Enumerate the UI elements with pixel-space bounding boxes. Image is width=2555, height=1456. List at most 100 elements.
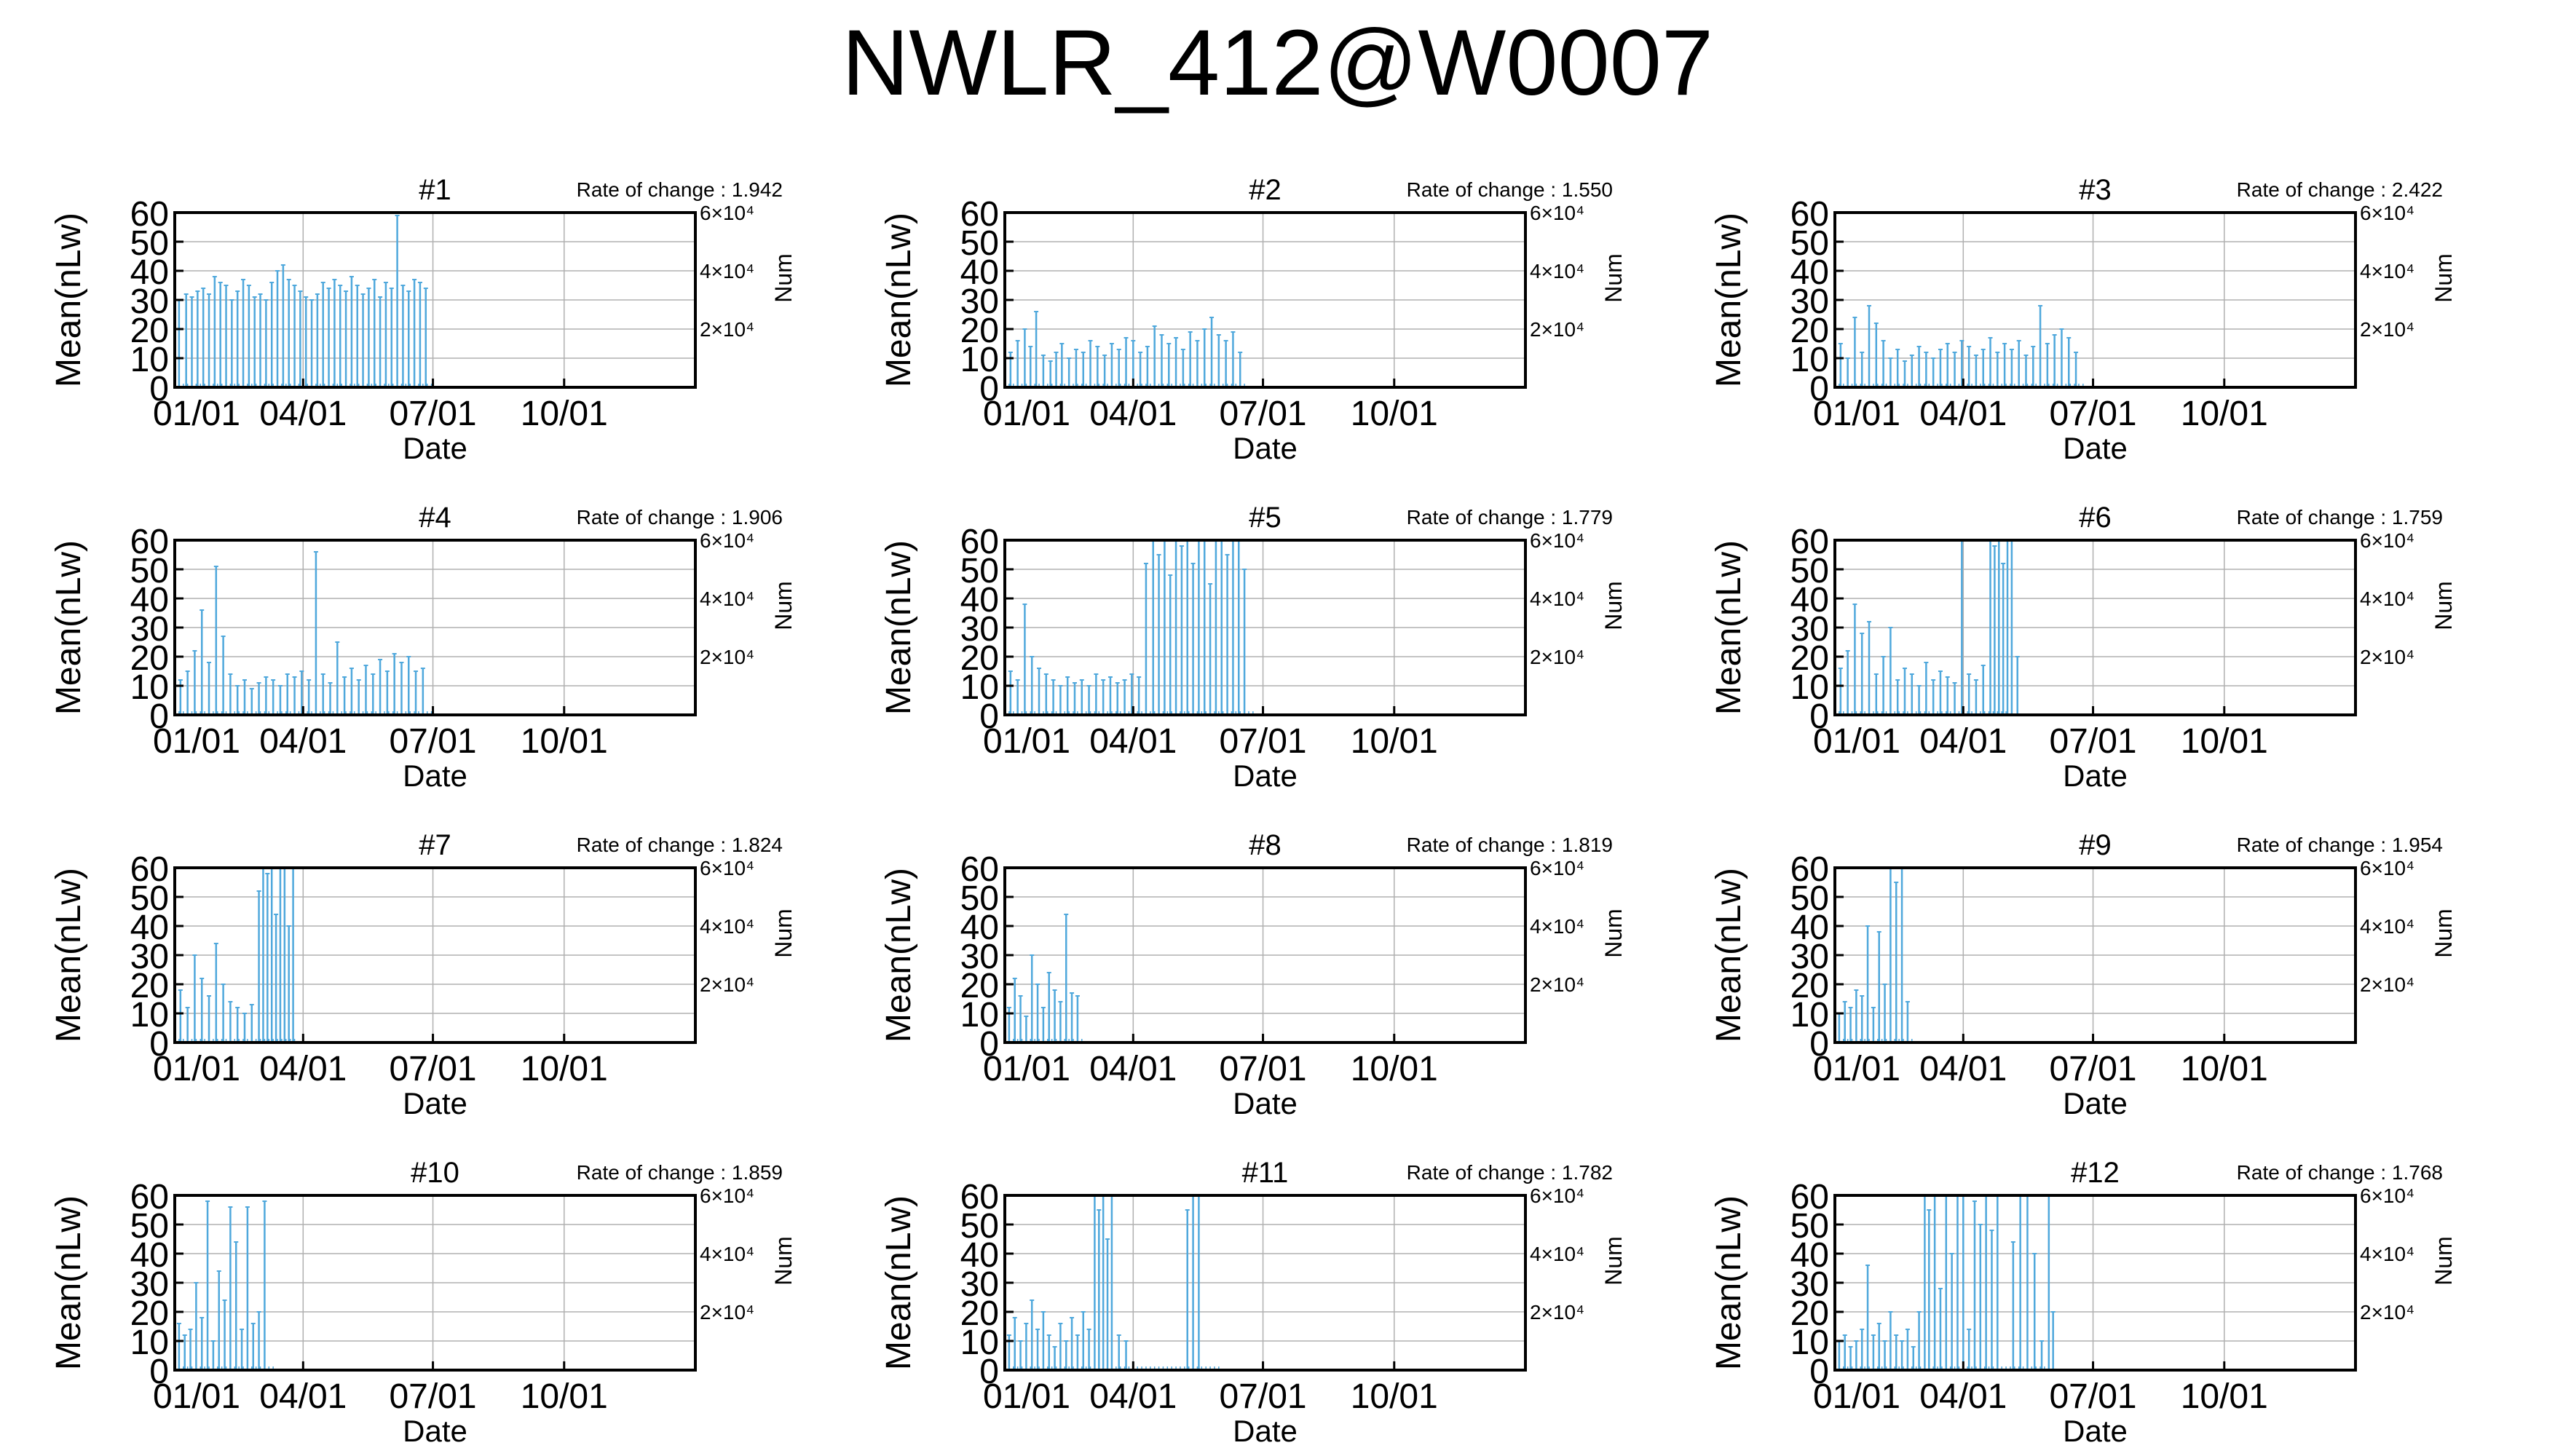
y-tick-label: 30 (1790, 610, 1829, 649)
x-tick-label: 04/01 (259, 722, 347, 761)
y-tick-label: 50 (130, 552, 169, 590)
y-axis-label: Mean(nLw) (880, 540, 918, 715)
y2-tick-label: 2×10⁴ (1530, 646, 1584, 668)
x-axis-label: Date (1233, 1414, 1298, 1448)
y2-axis-label: Num (2430, 909, 2457, 958)
y2-tick-label: 4×10⁴ (1530, 260, 1584, 282)
y-tick-label: 30 (1790, 1265, 1829, 1304)
x-tick-label: 01/01 (1813, 1050, 1900, 1088)
y2-axis-label: Num (1600, 253, 1627, 303)
subplot-title: #10 (411, 1157, 459, 1189)
x-tick-label: 10/01 (2181, 722, 2268, 761)
y2-tick-label: 4×10⁴ (2360, 1243, 2414, 1265)
y2-tick-label: 6×10⁴ (1530, 857, 1584, 879)
subplot-title: #12 (2071, 1157, 2120, 1189)
y-tick-label: 40 (1790, 581, 1829, 620)
y2-axis-label: Num (2430, 253, 2457, 303)
y-tick-label: 60 (1790, 523, 1829, 561)
y2-tick-label: 4×10⁴ (700, 915, 754, 938)
y2-axis-label: Num (1600, 1236, 1627, 1286)
y-tick-label: 30 (960, 610, 999, 649)
y2-tick-label: 4×10⁴ (2360, 260, 2414, 282)
y-tick-label: 0 (149, 370, 169, 408)
y2-axis-label: Num (770, 581, 797, 630)
y-tick-label: 60 (130, 850, 169, 889)
y-tick-label: 40 (130, 1236, 169, 1275)
y2-tick-label: 6×10⁴ (700, 202, 754, 224)
x-axis-label: Date (403, 1414, 467, 1448)
y-tick-label: 0 (1809, 370, 1829, 408)
y-tick-label: 30 (130, 282, 169, 321)
y-tick-label: 30 (1790, 282, 1829, 321)
x-tick-label: 07/01 (1219, 1050, 1306, 1088)
y-tick-label: 30 (130, 1265, 169, 1304)
y-tick-label: 30 (960, 282, 999, 321)
y-axis-label: Mean(nLw) (1710, 868, 1748, 1042)
x-tick-label: 07/01 (2049, 1050, 2136, 1088)
y-tick-label: 40 (130, 253, 169, 292)
x-tick-label: 01/01 (1813, 1377, 1900, 1416)
x-tick-label: 10/01 (1351, 722, 1438, 761)
y2-tick-label: 6×10⁴ (1530, 202, 1584, 224)
x-axis-label: Date (1233, 431, 1298, 465)
y-tick-label: 60 (1790, 1178, 1829, 1216)
y-tick-label: 30 (960, 938, 999, 976)
y2-tick-label: 6×10⁴ (2360, 202, 2414, 224)
y-tick-label: 0 (979, 1353, 999, 1391)
y-tick-label: 20 (130, 1294, 169, 1333)
y2-axis-label: Num (1600, 909, 1627, 958)
x-tick-label: 07/01 (389, 1377, 476, 1416)
y2-axis-label: Num (770, 909, 797, 958)
y-tick-label: 20 (130, 312, 169, 350)
y2-tick-label: 4×10⁴ (1530, 587, 1584, 610)
y-tick-label: 60 (130, 195, 169, 234)
y-tick-label: 20 (1790, 312, 1829, 350)
y-tick-label: 40 (960, 253, 999, 292)
y-tick-label: 10 (1790, 668, 1829, 707)
y-axis-label: Mean(nLw) (50, 868, 88, 1042)
y-tick-label: 50 (1790, 224, 1829, 263)
y2-axis-label: Num (2430, 1236, 2457, 1286)
x-tick-label: 04/01 (1089, 1377, 1177, 1416)
y2-tick-label: 2×10⁴ (1530, 973, 1584, 996)
x-axis-label: Date (403, 1086, 467, 1120)
rate-of-change-label: Rate of change : 1.759 (2237, 506, 2443, 529)
y-tick-label: 60 (130, 523, 169, 561)
y-tick-label: 20 (130, 639, 169, 678)
y-tick-label: 60 (1790, 195, 1829, 234)
y2-tick-label: 4×10⁴ (700, 260, 754, 282)
x-axis-label: Date (403, 431, 467, 465)
y2-tick-label: 6×10⁴ (1530, 529, 1584, 552)
x-tick-label: 10/01 (521, 722, 608, 761)
y-tick-label: 20 (1790, 967, 1829, 1005)
x-tick-label: 07/01 (2049, 722, 2136, 761)
x-tick-label: 10/01 (1351, 1050, 1438, 1088)
x-tick-label: 01/01 (153, 1050, 240, 1088)
y-tick-label: 60 (960, 523, 999, 561)
rate-of-change-label: Rate of change : 1.550 (1407, 178, 1613, 201)
y-tick-label: 50 (1790, 552, 1829, 590)
y-tick-label: 10 (960, 1324, 999, 1362)
x-tick-label: 01/01 (1813, 722, 1900, 761)
y2-tick-label: 4×10⁴ (2360, 587, 2414, 610)
y-tick-label: 0 (1809, 697, 1829, 736)
rate-of-change-label: Rate of change : 1.768 (2237, 1161, 2443, 1184)
rate-of-change-label: Rate of change : 1.859 (577, 1161, 783, 1184)
y2-tick-label: 6×10⁴ (2360, 1184, 2414, 1207)
x-tick-label: 01/01 (983, 1377, 1070, 1416)
y-tick-label: 10 (1790, 996, 1829, 1034)
y-tick-label: 50 (130, 224, 169, 263)
y-tick-label: 0 (979, 1025, 999, 1064)
rate-of-change-label: Rate of change : 1.824 (577, 834, 783, 856)
y-axis-label: Mean(nLw) (880, 1195, 918, 1370)
x-tick-label: 10/01 (521, 1050, 608, 1088)
y2-tick-label: 4×10⁴ (700, 1243, 754, 1265)
y-axis-label: Mean(nLw) (1710, 540, 1748, 715)
subplot-title: #4 (419, 502, 451, 534)
x-tick-label: 10/01 (2181, 1377, 2268, 1416)
x-tick-label: 04/01 (1089, 395, 1177, 433)
y-tick-label: 10 (960, 341, 999, 379)
y2-tick-label: 2×10⁴ (700, 318, 754, 341)
y-axis-label: Mean(nLw) (1710, 213, 1748, 387)
y-tick-label: 40 (960, 909, 999, 947)
